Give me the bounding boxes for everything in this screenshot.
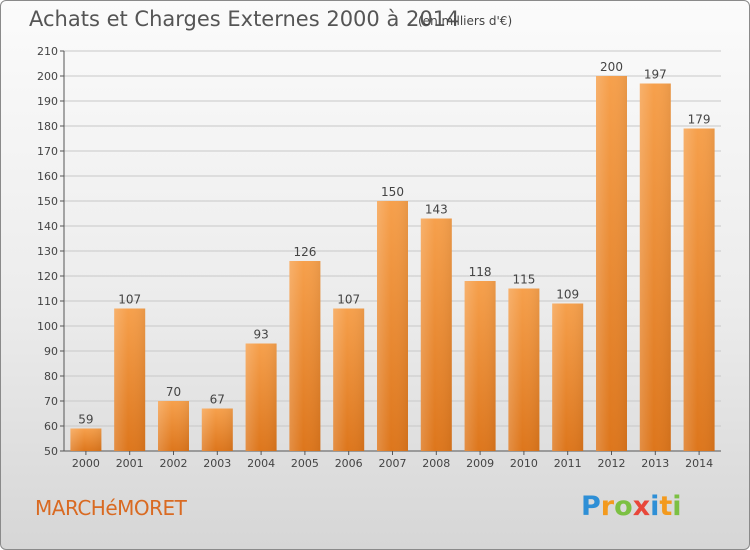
value-label: 93 bbox=[253, 328, 268, 342]
bar-shine bbox=[201, 408, 233, 451]
bar-shine bbox=[464, 281, 496, 451]
value-label: 70 bbox=[166, 385, 181, 399]
x-tick-label: 2002 bbox=[160, 457, 188, 470]
y-tick-label: 100 bbox=[37, 320, 58, 333]
x-tick-label: 2012 bbox=[598, 457, 626, 470]
x-tick-label: 2006 bbox=[335, 457, 363, 470]
bar-shine bbox=[596, 76, 627, 451]
bar-shine bbox=[377, 201, 408, 451]
logo-letter: P bbox=[581, 491, 601, 522]
bar-shine bbox=[552, 303, 584, 451]
x-tick-label: 2007 bbox=[379, 457, 407, 470]
x-tick-label: 2000 bbox=[72, 457, 100, 470]
value-label: 59 bbox=[78, 413, 93, 427]
bar-shine bbox=[289, 261, 321, 451]
bar-shine bbox=[639, 83, 671, 451]
y-tick-label: 60 bbox=[44, 420, 58, 433]
x-tick-label: 2013 bbox=[641, 457, 669, 470]
chart-title: Achats et Charges Externes 2000 à 2014 bbox=[29, 7, 460, 31]
x-tick-label: 2004 bbox=[247, 457, 275, 470]
bar-shine bbox=[158, 401, 189, 451]
bar-shine bbox=[245, 343, 277, 451]
y-tick-label: 160 bbox=[37, 170, 58, 183]
y-tick-label: 190 bbox=[37, 95, 58, 108]
bar-shine bbox=[70, 428, 102, 451]
y-tick-label: 200 bbox=[37, 70, 58, 83]
y-tick-label: 80 bbox=[44, 370, 58, 383]
bar-shine bbox=[508, 288, 540, 451]
value-label: 179 bbox=[688, 113, 711, 127]
x-tick-label: 2008 bbox=[422, 457, 450, 470]
bar-shine bbox=[420, 218, 452, 451]
y-tick-label: 120 bbox=[37, 270, 58, 283]
place-name: MARCHéMORET bbox=[35, 496, 187, 520]
x-tick-label: 2001 bbox=[116, 457, 144, 470]
value-label: 200 bbox=[600, 60, 623, 74]
value-label: 118 bbox=[469, 265, 492, 279]
y-tick-label: 130 bbox=[37, 245, 58, 258]
y-tick-label: 170 bbox=[37, 145, 58, 158]
chart-subtitle: (en milliers d'€) bbox=[418, 14, 513, 28]
bar-shine bbox=[683, 128, 715, 451]
value-label: 143 bbox=[425, 203, 448, 217]
bar-shine bbox=[333, 308, 365, 451]
y-tick-label: 70 bbox=[44, 395, 58, 408]
y-tick-label: 180 bbox=[37, 120, 58, 133]
value-label: 115 bbox=[512, 273, 535, 287]
y-tick-label: 210 bbox=[37, 45, 58, 58]
logo-letter: t bbox=[659, 491, 673, 522]
value-label: 109 bbox=[556, 288, 579, 302]
value-label: 197 bbox=[644, 68, 667, 82]
logo-letter: i bbox=[650, 491, 660, 522]
x-tick-label: 2011 bbox=[554, 457, 582, 470]
logo-letter: x bbox=[632, 491, 651, 522]
y-tick-label: 90 bbox=[44, 345, 58, 358]
x-tick-label: 2014 bbox=[685, 457, 713, 470]
x-tick-label: 2009 bbox=[466, 457, 494, 470]
y-tick-label: 140 bbox=[37, 220, 58, 233]
bar-shine bbox=[114, 308, 146, 451]
value-label: 107 bbox=[337, 293, 360, 307]
logo-letter: o bbox=[614, 491, 633, 522]
x-tick-label: 2005 bbox=[291, 457, 319, 470]
x-tick-label: 2010 bbox=[510, 457, 538, 470]
y-tick-label: 110 bbox=[37, 295, 58, 308]
logo-letter: r bbox=[600, 491, 615, 522]
proxiti-logo: Proxiti bbox=[581, 491, 682, 522]
value-label: 67 bbox=[210, 393, 225, 407]
value-label: 150 bbox=[381, 185, 404, 199]
value-label: 107 bbox=[118, 293, 141, 307]
x-tick-label: 2003 bbox=[203, 457, 231, 470]
y-tick-label: 150 bbox=[37, 195, 58, 208]
value-label: 126 bbox=[293, 245, 316, 259]
y-tick-label: 50 bbox=[44, 445, 58, 458]
logo-letter: i bbox=[672, 491, 682, 522]
